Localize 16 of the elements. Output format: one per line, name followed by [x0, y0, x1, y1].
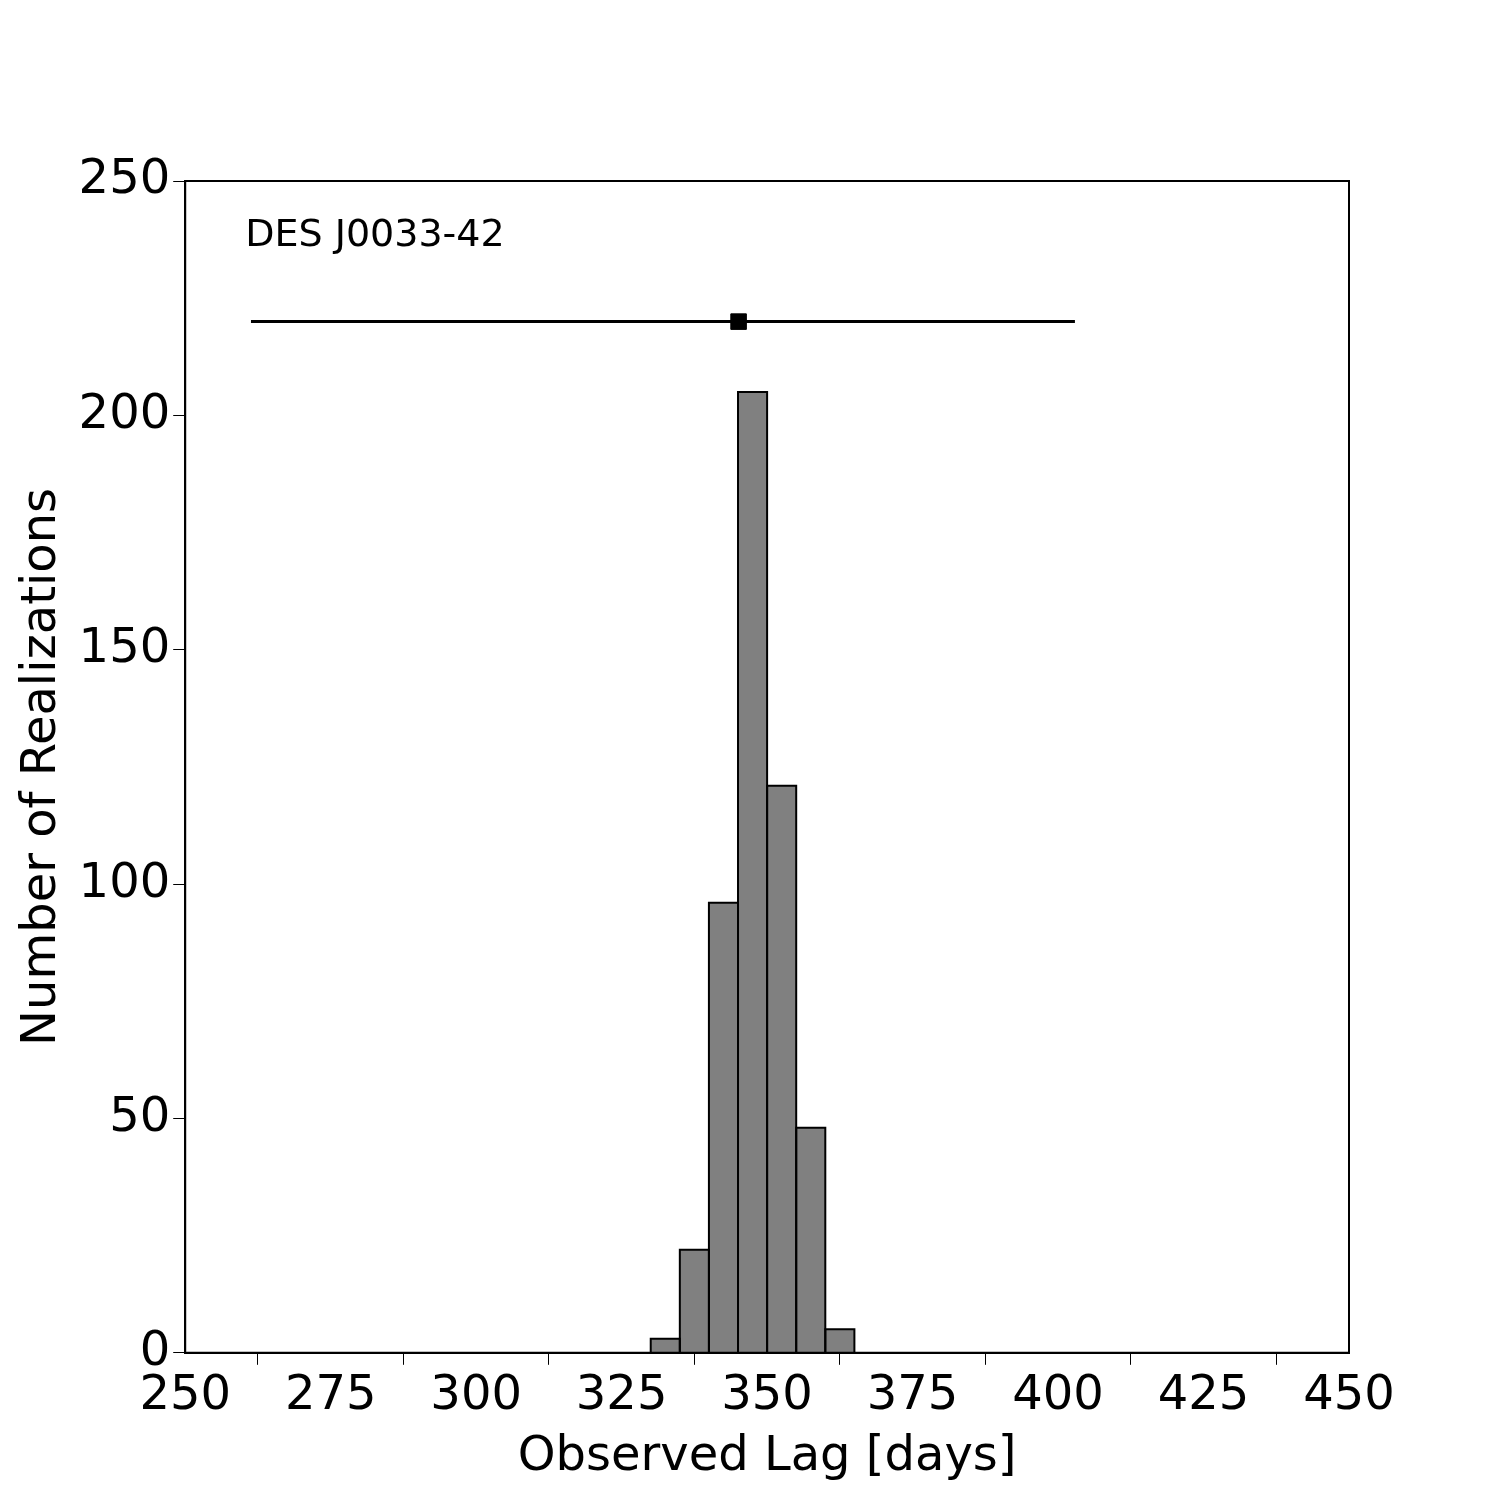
x-tick-label: 350: [721, 1364, 813, 1421]
x-axis-title: Observed Lag [days]: [517, 1424, 1017, 1481]
x-tick-label: 325: [575, 1364, 668, 1421]
annotation: DES J0033-42: [245, 210, 505, 255]
y-tick-label: 100: [78, 851, 171, 908]
x-tick-label: 300: [430, 1364, 522, 1421]
x-tick-label: 450: [1303, 1364, 1395, 1421]
x-tick-label: 425: [1157, 1364, 1250, 1421]
x-tick-label: 275: [284, 1364, 377, 1421]
x-tick-label: 400: [1012, 1364, 1104, 1421]
y-tick-label: 50: [109, 1085, 171, 1142]
y-tick-label: 150: [78, 617, 171, 674]
x-tick-label: 375: [866, 1364, 959, 1421]
y-tick-label: 250: [78, 148, 171, 205]
y-axis-title: Number of Realizations: [10, 487, 67, 1046]
y-tick-label: 200: [78, 382, 171, 439]
